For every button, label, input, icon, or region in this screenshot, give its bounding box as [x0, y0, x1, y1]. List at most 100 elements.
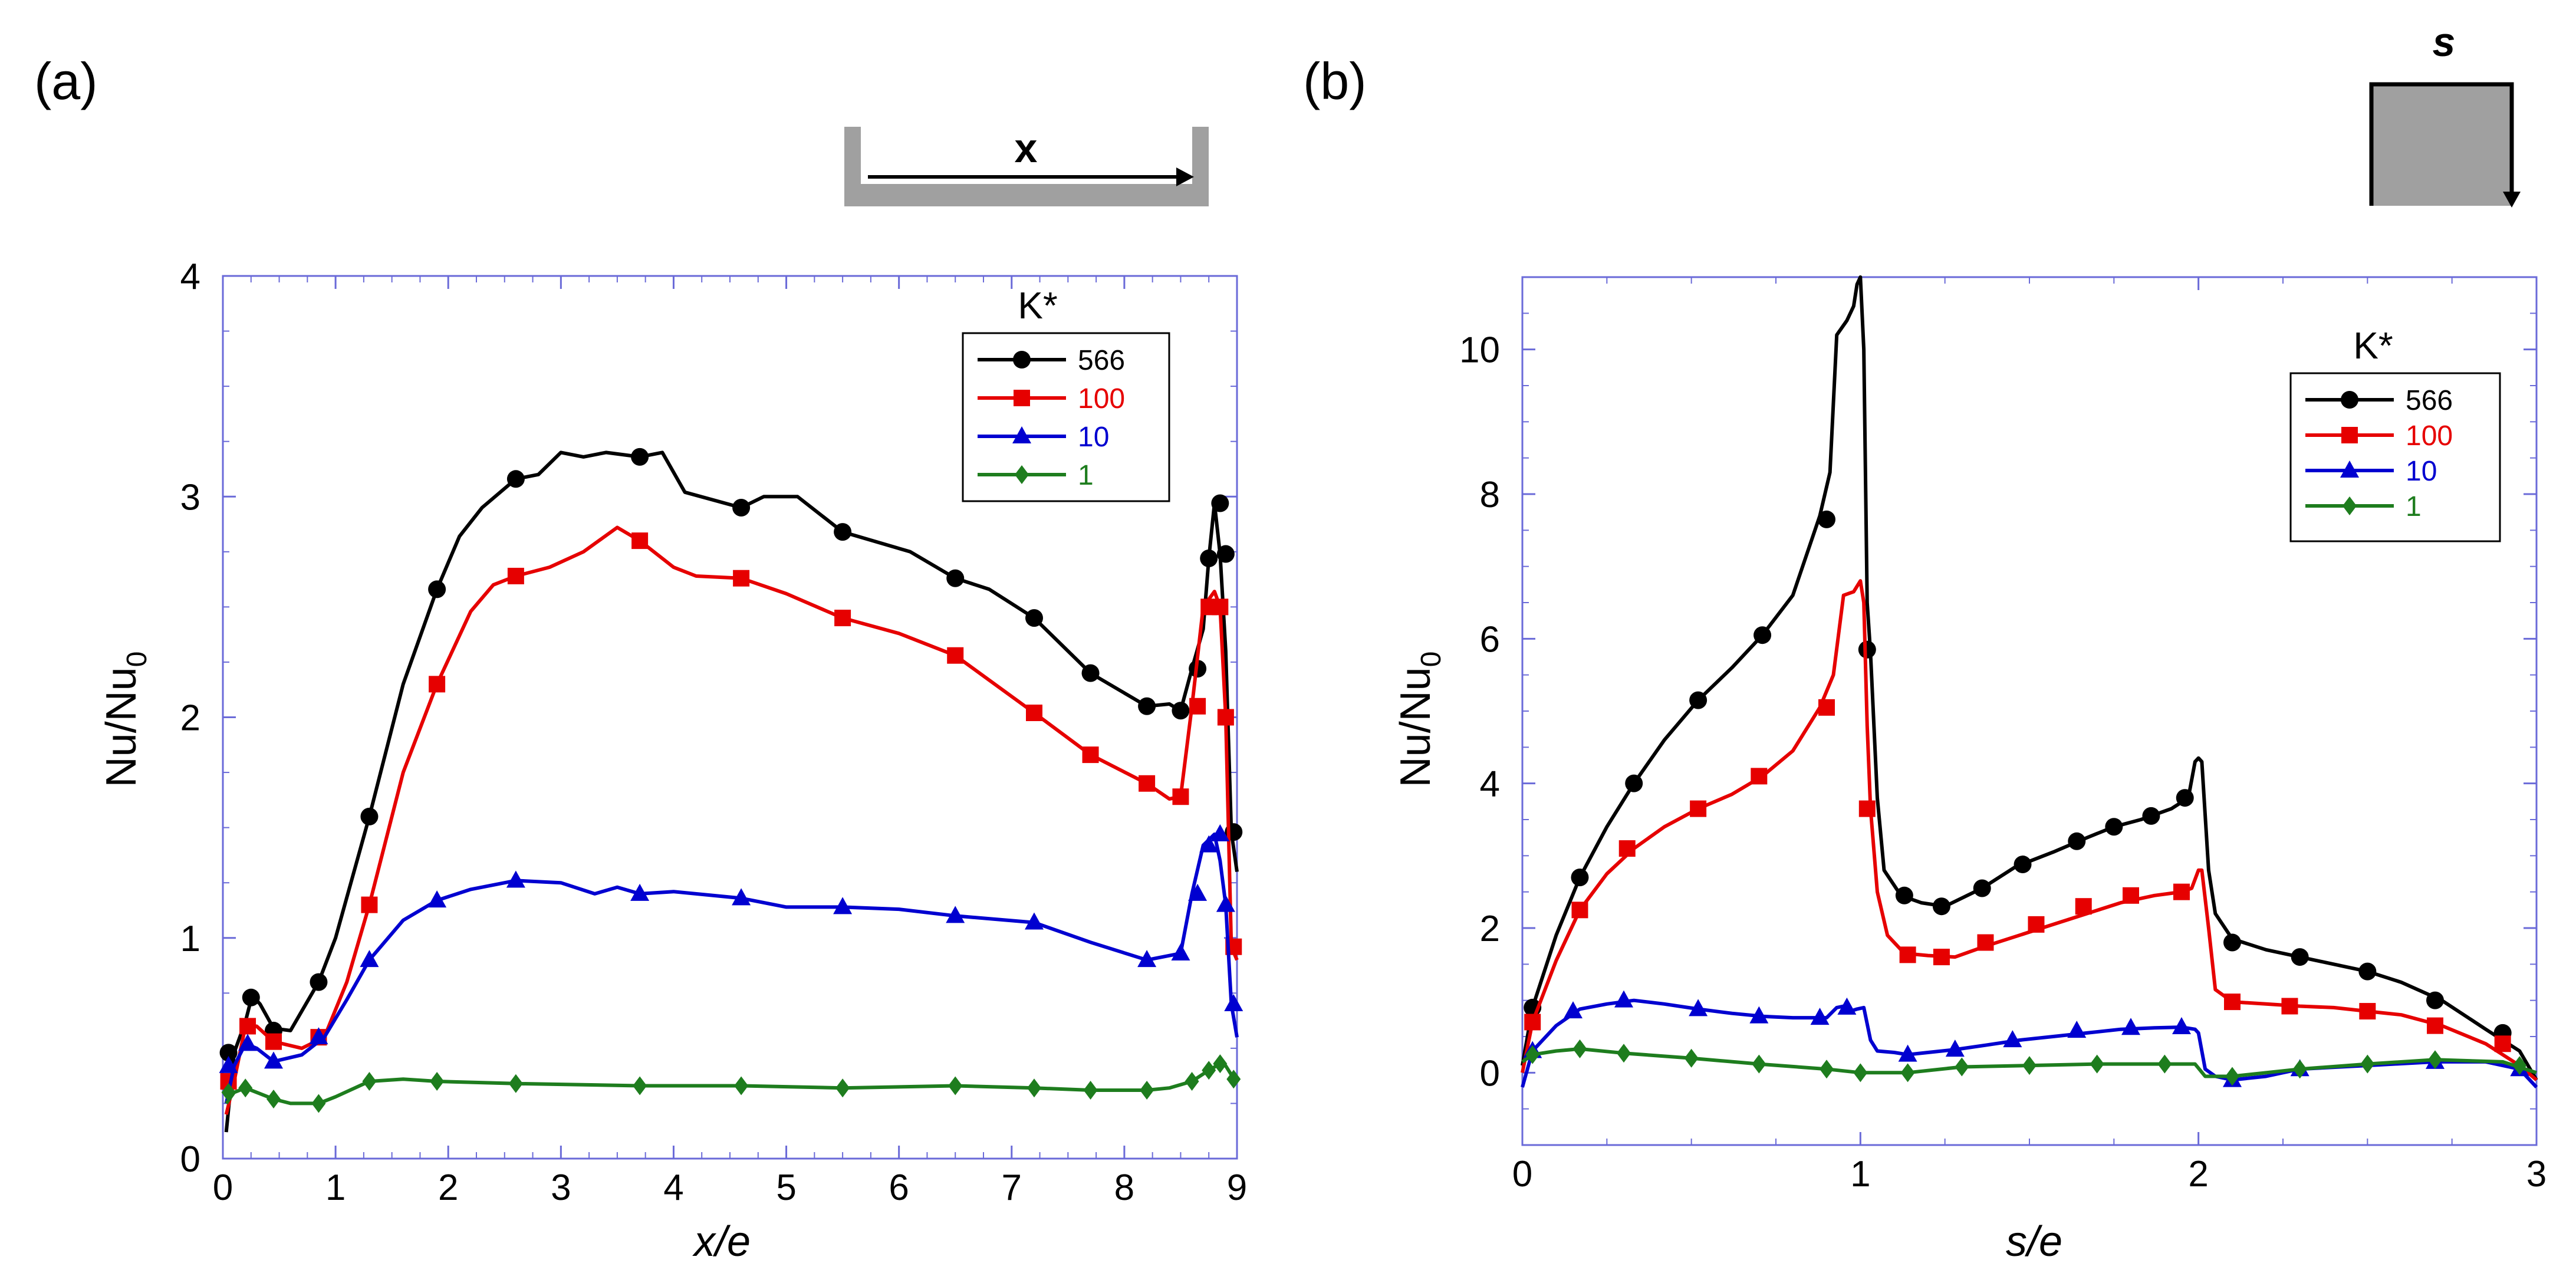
series-line-10	[1521, 998, 2538, 1088]
data-point-1	[1027, 1078, 1041, 1098]
data-point-566	[1895, 886, 1913, 904]
x-tick-label: 1	[1850, 1154, 1870, 1195]
data-point-1	[2360, 1054, 2375, 1074]
y-tick-label: 6	[1480, 619, 1500, 660]
legend-marker-100	[1014, 390, 1030, 406]
series-line-1	[1521, 1047, 2537, 1078]
data-point-566	[1625, 774, 1643, 792]
series-line-100	[224, 525, 1239, 1115]
data-point-566	[2426, 991, 2444, 1009]
data-point-100	[1217, 709, 1234, 726]
series-line-566	[224, 450, 1239, 1133]
series-line-1	[225, 1062, 1239, 1106]
data-point-10	[1199, 835, 1219, 853]
legend-marker-566	[1013, 351, 1031, 369]
data-point-1	[2157, 1054, 2172, 1074]
data-point-1	[633, 1076, 647, 1096]
data-point-566	[2358, 962, 2377, 981]
data-point-100	[1618, 840, 1636, 857]
data-point-10	[2003, 1030, 2022, 1048]
data-point-1	[948, 1076, 963, 1096]
data-point-10	[1898, 1044, 1917, 1062]
data-point-100	[1690, 800, 1707, 817]
x-tick-label: 4	[663, 1167, 683, 1208]
data-point-566	[2223, 933, 2241, 952]
data-point-1	[2512, 1056, 2527, 1075]
data-point-100	[1139, 775, 1156, 792]
data-point-100	[1933, 949, 1950, 966]
data-point-10	[1171, 943, 1190, 960]
data-point-10	[1614, 990, 1633, 1008]
y-tick-label: 2	[1480, 909, 1500, 949]
legend-label-10: 10	[1078, 422, 1109, 453]
y-axis-label-subscript: 0	[1416, 652, 1447, 667]
data-point-566	[2291, 948, 2309, 966]
inset-arrow-head	[2503, 192, 2521, 208]
data-point-100	[2427, 1017, 2443, 1034]
data-point-1	[1820, 1060, 1834, 1079]
channel-schematic	[844, 127, 1209, 206]
data-point-566	[1025, 609, 1043, 627]
data-point-100	[834, 610, 851, 627]
x-axis-label: x/e	[692, 1218, 751, 1265]
legend-marker-1	[1015, 465, 1029, 484]
data-point-10	[1945, 1039, 1965, 1057]
data-point-10	[1810, 1008, 1830, 1025]
data-point-1	[1617, 1044, 1631, 1063]
data-point-100	[265, 1033, 282, 1050]
legend-marker-10	[1012, 426, 1031, 443]
data-point-100	[2494, 1035, 2511, 1052]
x-tick-label: 3	[551, 1167, 571, 1208]
data-point-10	[2172, 1017, 2191, 1035]
data-point-1	[1955, 1057, 1969, 1077]
data-point-1	[1572, 1039, 1587, 1058]
data-point-1	[1083, 1080, 1098, 1100]
data-point-1	[2090, 1054, 2104, 1074]
legend-label-1: 1	[1078, 460, 1094, 491]
data-point-100	[2075, 898, 2092, 915]
data-point-100	[1524, 1014, 1541, 1031]
data-point-100	[1751, 768, 1768, 785]
legend-title: K*	[1018, 284, 1058, 327]
x-tick-label: 6	[889, 1167, 909, 1208]
data-point-100	[2123, 887, 2139, 904]
data-point-10	[630, 883, 650, 901]
data-point-566	[1081, 664, 1100, 682]
data-point-566	[310, 973, 328, 991]
rib-schematic	[2371, 84, 2512, 206]
data-point-100	[2281, 998, 2298, 1015]
data-point-100	[947, 647, 964, 664]
legend-title: K*	[2353, 324, 2393, 367]
legend-label-566: 566	[1078, 345, 1125, 376]
data-point-10	[506, 870, 525, 888]
y-axis-label-subscript: 0	[121, 652, 153, 667]
legend-marker-566	[2341, 391, 2358, 409]
data-point-10	[833, 897, 853, 914]
data-point-1	[1752, 1054, 1766, 1074]
data-point-10	[1837, 997, 1857, 1015]
data-point-10	[1210, 824, 1230, 841]
data-point-100	[2224, 993, 2241, 1011]
data-point-10	[1137, 950, 1157, 968]
data-point-1	[2292, 1060, 2307, 1079]
y-tick-label: 4	[180, 256, 200, 297]
data-point-566	[1172, 702, 1190, 720]
data-point-566	[2176, 789, 2194, 807]
data-point-566	[219, 1044, 238, 1062]
y-axis-label: Nu/Nu0	[98, 652, 153, 788]
data-point-1	[1202, 1061, 1216, 1080]
y-tick-label: 1	[180, 919, 200, 959]
x-tick-label: 0	[213, 1167, 233, 1208]
data-point-100	[1899, 946, 1916, 963]
data-point-10	[732, 888, 751, 906]
data-point-1	[1140, 1080, 1154, 1100]
x-tick-label: 7	[1002, 1167, 1022, 1208]
data-point-10	[1749, 1006, 1769, 1024]
data-point-566	[946, 569, 965, 587]
inset-label-x: x	[1015, 125, 1038, 171]
y-tick-label: 10	[1459, 330, 1500, 371]
data-point-1	[1525, 1045, 1540, 1064]
data-point-1	[1900, 1063, 1915, 1083]
data-point-100	[507, 567, 524, 584]
